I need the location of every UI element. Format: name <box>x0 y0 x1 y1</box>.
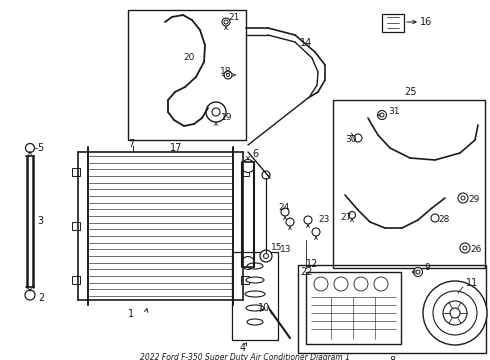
Circle shape <box>416 270 420 274</box>
Text: 5: 5 <box>37 143 43 153</box>
Text: 15: 15 <box>271 243 283 252</box>
Text: 1: 1 <box>128 309 134 319</box>
Ellipse shape <box>246 277 264 283</box>
Ellipse shape <box>246 305 264 311</box>
Circle shape <box>431 214 439 222</box>
Text: 24: 24 <box>278 203 289 212</box>
Text: 9: 9 <box>424 264 430 273</box>
Circle shape <box>380 113 384 117</box>
Text: 14: 14 <box>300 38 312 48</box>
Text: 6: 6 <box>252 149 258 159</box>
Text: 30: 30 <box>345 135 357 144</box>
Circle shape <box>260 250 272 262</box>
Bar <box>72 276 80 284</box>
Circle shape <box>224 71 232 79</box>
Circle shape <box>354 277 368 291</box>
Ellipse shape <box>247 263 263 269</box>
Circle shape <box>224 20 228 24</box>
Circle shape <box>414 267 422 276</box>
Circle shape <box>212 108 220 116</box>
Circle shape <box>226 73 229 77</box>
Bar <box>382 14 404 32</box>
Ellipse shape <box>245 291 265 297</box>
Text: 12: 12 <box>306 259 318 269</box>
Text: 20: 20 <box>183 53 195 62</box>
Text: 21: 21 <box>228 13 240 22</box>
Circle shape <box>423 281 487 345</box>
Text: 4: 4 <box>240 343 246 353</box>
Text: 26: 26 <box>470 246 481 255</box>
Circle shape <box>264 253 269 258</box>
Circle shape <box>25 290 35 300</box>
Circle shape <box>460 243 470 253</box>
Text: 16: 16 <box>420 17 432 27</box>
Circle shape <box>242 256 254 270</box>
Text: 10: 10 <box>258 303 270 313</box>
Circle shape <box>25 144 34 153</box>
Circle shape <box>312 228 320 236</box>
Circle shape <box>374 277 388 291</box>
Text: 7: 7 <box>128 139 134 149</box>
Text: 2022 Ford F-350 Super Duty Air Conditioner Diagram 1: 2022 Ford F-350 Super Duty Air Condition… <box>140 352 350 360</box>
Circle shape <box>443 301 467 325</box>
Circle shape <box>377 111 387 120</box>
Circle shape <box>206 102 226 122</box>
Bar <box>298 265 486 353</box>
Circle shape <box>458 193 468 203</box>
Circle shape <box>314 277 328 291</box>
Text: 28: 28 <box>438 216 449 225</box>
Circle shape <box>461 196 465 200</box>
Circle shape <box>222 18 230 26</box>
Circle shape <box>281 208 289 216</box>
Bar <box>72 168 80 176</box>
Bar <box>241 276 249 284</box>
Text: 23: 23 <box>318 216 329 225</box>
Bar <box>128 10 246 140</box>
Text: 31: 31 <box>388 108 399 117</box>
Circle shape <box>348 211 356 219</box>
Circle shape <box>262 171 270 179</box>
Circle shape <box>334 277 348 291</box>
Text: 27: 27 <box>340 213 351 222</box>
Text: 17: 17 <box>170 143 182 153</box>
Text: 22: 22 <box>300 267 313 277</box>
Text: 29: 29 <box>468 195 479 204</box>
Text: 19: 19 <box>221 112 232 122</box>
Circle shape <box>463 246 467 250</box>
Circle shape <box>286 218 294 226</box>
Text: 25: 25 <box>404 87 416 97</box>
Text: 8: 8 <box>389 356 395 360</box>
Bar <box>333 100 485 268</box>
Bar <box>306 272 401 344</box>
Circle shape <box>433 291 477 335</box>
Ellipse shape <box>247 319 263 325</box>
Text: 2: 2 <box>38 293 44 303</box>
Circle shape <box>304 216 312 224</box>
Text: 18: 18 <box>220 68 231 77</box>
Circle shape <box>450 308 460 318</box>
Text: 3: 3 <box>37 216 43 226</box>
Bar <box>232 252 278 340</box>
Circle shape <box>242 159 254 172</box>
Bar <box>72 222 80 230</box>
Text: 13: 13 <box>280 244 292 253</box>
Text: 11: 11 <box>466 278 478 288</box>
Circle shape <box>354 134 362 142</box>
Bar <box>241 168 249 176</box>
